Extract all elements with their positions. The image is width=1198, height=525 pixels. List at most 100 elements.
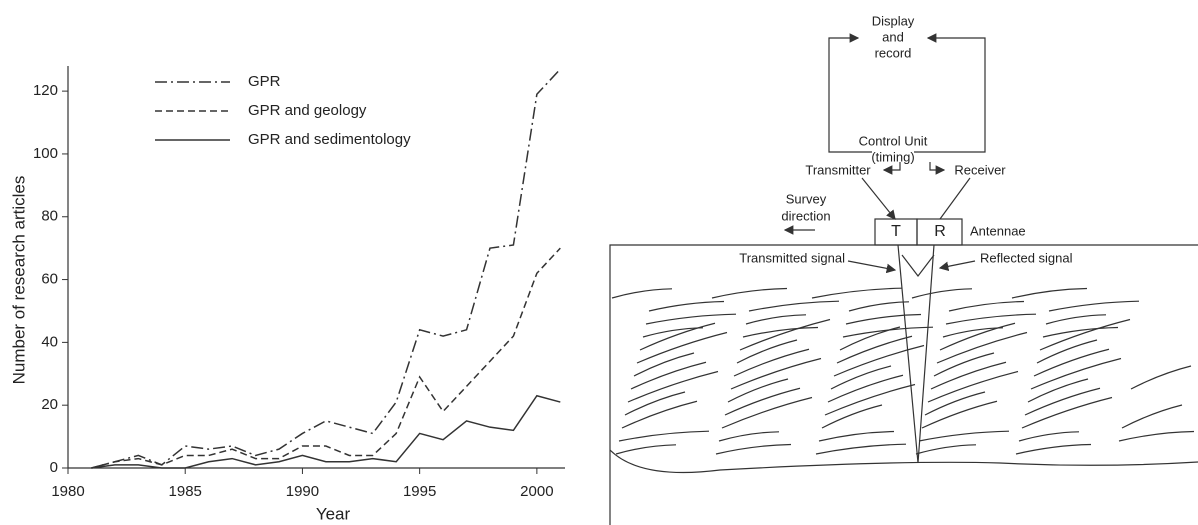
stratum — [724, 387, 801, 416]
label: Antennae — [970, 223, 1026, 238]
y-tick-label: 120 — [33, 82, 58, 99]
stratum — [611, 288, 673, 299]
stratum — [948, 300, 1025, 312]
line-chart: Year Number of research articles 0 20 40 60… — [9, 66, 565, 523]
x-tick-label: 1985 — [169, 483, 202, 500]
stratum — [618, 430, 710, 442]
stratum — [936, 331, 1028, 364]
arrow — [914, 33, 986, 153]
stratum — [1027, 378, 1089, 403]
stratum — [833, 344, 925, 377]
x-tick-label: 1990 — [286, 483, 319, 500]
stratum — [918, 430, 1010, 442]
arrow — [929, 162, 946, 175]
stratum — [815, 443, 907, 455]
stratum — [1042, 326, 1119, 338]
label: Display — [872, 13, 915, 28]
stratum — [715, 443, 792, 455]
stratum — [1045, 314, 1107, 325]
label: (timing) — [871, 149, 914, 164]
stratum — [639, 322, 716, 351]
stratum — [924, 391, 986, 416]
y-tick-label: 20 — [41, 396, 58, 413]
y-axis-label: Number of research articles — [9, 176, 28, 385]
stratum — [839, 326, 901, 351]
arrow — [938, 260, 976, 272]
stratum — [921, 400, 998, 429]
stratum — [739, 318, 831, 351]
y-tick-label: 40 — [41, 333, 58, 350]
label: and — [882, 29, 904, 44]
axis — [67, 66, 565, 469]
y-tick-label: 60 — [41, 271, 58, 288]
stratum — [624, 391, 686, 416]
stratum — [848, 301, 910, 312]
stratum — [615, 444, 677, 455]
legend-label: GPR — [248, 73, 281, 90]
stratum — [633, 352, 695, 377]
y-tick-label: 0 — [50, 459, 58, 476]
stratum — [915, 444, 977, 455]
signal-path — [901, 254, 935, 277]
stratum — [627, 370, 719, 403]
label: Reflected signal — [980, 250, 1073, 265]
stratum — [1033, 348, 1110, 377]
signal-path — [897, 244, 935, 464]
label: R — [934, 223, 946, 240]
stratum — [845, 313, 922, 325]
stratum — [1121, 404, 1183, 429]
legend-label: GPR and geology — [248, 102, 367, 119]
stratum — [1048, 300, 1140, 312]
reflector — [609, 449, 1198, 474]
arrow — [828, 33, 872, 153]
ground — [609, 244, 1198, 525]
label: Control Unit — [859, 133, 928, 148]
stratum — [1039, 318, 1131, 351]
stratum — [939, 322, 1016, 351]
arrow — [882, 162, 901, 175]
label: Transmitted signal — [739, 250, 845, 265]
stratum — [1118, 430, 1195, 442]
x-tick-label: 1980 — [51, 483, 84, 500]
stratum — [718, 431, 780, 442]
arrow — [939, 177, 971, 220]
stratum — [1011, 287, 1088, 299]
x-tick-label: 2000 — [520, 483, 553, 500]
stratum — [1021, 396, 1113, 429]
stratum — [818, 430, 895, 442]
stratum — [721, 396, 813, 429]
stratum — [1030, 357, 1122, 390]
stratum — [930, 361, 1007, 390]
stratum — [1036, 339, 1098, 364]
line — [91, 68, 561, 469]
stratum — [933, 352, 995, 377]
gpr-diagram: Display and record Control Unit (timing)… — [609, 13, 1198, 525]
arrow — [847, 260, 897, 274]
stratum — [821, 404, 883, 429]
stratum — [911, 288, 973, 299]
stratum — [727, 378, 789, 403]
line — [91, 247, 561, 469]
stratum — [630, 361, 707, 390]
stratum — [824, 383, 916, 416]
stratum — [836, 335, 913, 364]
stratum — [927, 370, 1019, 403]
stratum — [645, 313, 737, 325]
label: T — [891, 223, 901, 240]
stratum — [1015, 443, 1092, 455]
stratum — [648, 300, 725, 312]
stratum — [1130, 365, 1192, 390]
stratum — [811, 287, 903, 299]
stratum — [742, 326, 819, 338]
stratum — [842, 326, 934, 338]
line — [91, 394, 561, 469]
stratum — [748, 300, 840, 312]
legend-label: GPR and sedimentology — [248, 131, 411, 148]
stratum — [830, 365, 892, 390]
x-tick-label: 1995 — [403, 483, 436, 500]
stratum — [621, 400, 698, 429]
y-tick-label: 80 — [41, 208, 58, 225]
stratum — [711, 287, 788, 299]
